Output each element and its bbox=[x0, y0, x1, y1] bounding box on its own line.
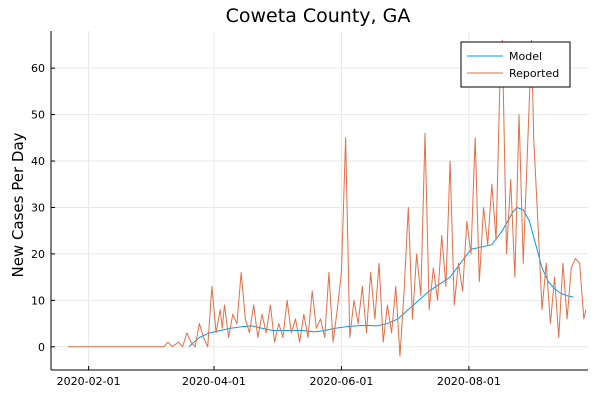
x-tick-label: 2020-02-01 bbox=[57, 375, 121, 388]
y-tick-label: 60 bbox=[31, 62, 45, 75]
chart-title: Coweta County, GA bbox=[226, 5, 411, 27]
x-tick-label: 2020-08-01 bbox=[437, 375, 501, 388]
series-line-reported bbox=[67, 39, 587, 357]
plot-series bbox=[67, 39, 587, 357]
axes: 0 10 20 30 40 50 60 2020-02-01 2020-04-01 2020-06… bbox=[31, 31, 588, 388]
legend-label-reported: Reported bbox=[509, 67, 559, 80]
y-tick-label: 0 bbox=[38, 341, 45, 354]
legend: Model Reported bbox=[460, 41, 571, 88]
y-tick-label: 10 bbox=[31, 294, 45, 307]
y-tick-label: 20 bbox=[31, 248, 45, 261]
y-tick-label: 30 bbox=[31, 201, 45, 214]
y-tick-label: 40 bbox=[31, 155, 45, 168]
x-tick-label: 2020-06-01 bbox=[309, 375, 373, 388]
legend-box bbox=[460, 41, 571, 88]
x-tick-label: 2020-04-01 bbox=[182, 375, 246, 388]
y-axis-label: New Cases Per Day bbox=[9, 132, 27, 277]
legend-label-model: Model bbox=[509, 50, 542, 63]
y-tick-label: 50 bbox=[31, 109, 45, 122]
